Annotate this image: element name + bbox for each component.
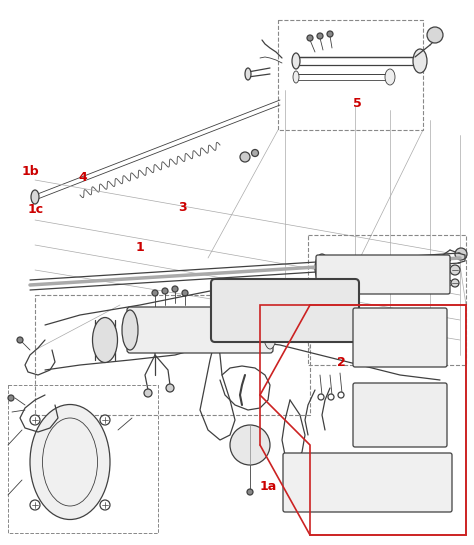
- Ellipse shape: [245, 68, 251, 80]
- Circle shape: [307, 35, 313, 41]
- FancyBboxPatch shape: [353, 383, 447, 447]
- Text: 1c: 1c: [27, 203, 44, 216]
- FancyBboxPatch shape: [316, 255, 450, 294]
- Circle shape: [182, 290, 188, 296]
- Ellipse shape: [413, 49, 427, 73]
- Circle shape: [166, 384, 174, 392]
- Circle shape: [100, 500, 110, 510]
- Circle shape: [327, 31, 333, 37]
- Circle shape: [172, 286, 178, 292]
- Text: 1b: 1b: [22, 165, 40, 178]
- Ellipse shape: [122, 310, 138, 350]
- Circle shape: [240, 152, 250, 162]
- Circle shape: [30, 415, 40, 425]
- Circle shape: [328, 394, 334, 400]
- Circle shape: [162, 288, 168, 294]
- Circle shape: [152, 290, 158, 296]
- Circle shape: [247, 489, 253, 495]
- Ellipse shape: [385, 69, 395, 85]
- Text: 4: 4: [79, 171, 87, 184]
- Ellipse shape: [31, 190, 39, 204]
- Circle shape: [455, 248, 467, 260]
- Circle shape: [296, 499, 304, 507]
- Text: 1a: 1a: [259, 480, 276, 493]
- Circle shape: [318, 394, 324, 400]
- Ellipse shape: [263, 311, 277, 349]
- Circle shape: [30, 500, 40, 510]
- Text: 1: 1: [136, 241, 144, 255]
- Circle shape: [230, 425, 270, 465]
- FancyBboxPatch shape: [211, 279, 359, 342]
- Text: 3: 3: [178, 201, 187, 214]
- Circle shape: [8, 395, 14, 401]
- Circle shape: [450, 265, 460, 275]
- Ellipse shape: [315, 254, 329, 282]
- Circle shape: [338, 392, 344, 398]
- Circle shape: [100, 415, 110, 425]
- Circle shape: [17, 337, 23, 343]
- FancyBboxPatch shape: [353, 308, 447, 367]
- FancyBboxPatch shape: [127, 307, 273, 353]
- Ellipse shape: [30, 404, 110, 519]
- Circle shape: [252, 149, 258, 156]
- Circle shape: [436, 497, 444, 505]
- Bar: [278, 20, 423, 130]
- Ellipse shape: [92, 318, 118, 362]
- Bar: [308, 235, 466, 365]
- Circle shape: [451, 279, 459, 287]
- Circle shape: [317, 33, 323, 39]
- Circle shape: [427, 27, 443, 43]
- Bar: [8, 385, 158, 533]
- Ellipse shape: [292, 53, 300, 69]
- Text: 2: 2: [337, 356, 346, 369]
- Bar: [35, 295, 310, 415]
- Ellipse shape: [293, 71, 299, 83]
- Text: 5: 5: [354, 97, 362, 110]
- Circle shape: [144, 389, 152, 397]
- FancyBboxPatch shape: [283, 453, 452, 512]
